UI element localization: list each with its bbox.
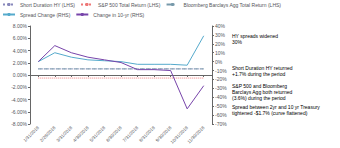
svg-text:0%: 0% bbox=[215, 59, 223, 65]
svg-text:Short Duration HY (LHS): Short Duration HY (LHS) bbox=[20, 2, 75, 8]
svg-text:7/31/2018: 7/31/2018 bbox=[122, 125, 140, 143]
svg-text:-40%: -40% bbox=[215, 94, 227, 100]
svg-text:-8.00%: -8.00% bbox=[11, 121, 27, 127]
svg-text:2/28/2018: 2/28/2018 bbox=[39, 125, 57, 143]
svg-text:20%: 20% bbox=[215, 41, 226, 47]
svg-text:2.00%: 2.00% bbox=[13, 60, 28, 66]
svg-text:30%: 30% bbox=[215, 32, 226, 38]
svg-text:-60%: -60% bbox=[215, 112, 227, 118]
svg-text:Barclays Agg both returned: Barclays Agg both returned bbox=[232, 88, 293, 95]
svg-text:HY spreads widened: HY spreads widened bbox=[232, 32, 279, 39]
svg-text:Short Duration HY returned: Short Duration HY returned bbox=[232, 65, 293, 72]
svg-text:0.00%: 0.00% bbox=[13, 72, 28, 78]
svg-text:6.00%: 6.00% bbox=[13, 35, 28, 41]
svg-text:10%: 10% bbox=[215, 50, 226, 56]
svg-text:5/31/2018: 5/31/2018 bbox=[89, 125, 107, 143]
svg-text:S&P 500 Total Return (LHS): S&P 500 Total Return (LHS) bbox=[98, 2, 161, 8]
svg-text:9/30/2018: 9/30/2018 bbox=[154, 125, 173, 143]
svg-text:11/30/2018: 11/30/2018 bbox=[186, 125, 206, 145]
svg-text:S&P 500 and Bloomberg: S&P 500 and Bloomberg bbox=[232, 82, 287, 89]
svg-text:Spread between 2yr and 10 yr T: Spread between 2yr and 10 yr Treasury bbox=[232, 104, 320, 111]
svg-text:Change in 10-yr (RHS): Change in 10-yr (RHS) bbox=[93, 12, 144, 18]
svg-text:-4.00%: -4.00% bbox=[11, 97, 27, 103]
svg-text:8.00%: 8.00% bbox=[13, 23, 28, 29]
svg-text:Bloomberg Barclays Agg Total R: Bloomberg Barclays Agg Total Return (LHS… bbox=[184, 2, 282, 8]
svg-text:-6.00%: -6.00% bbox=[11, 109, 27, 115]
svg-text:10/31/2018: 10/31/2018 bbox=[169, 125, 189, 145]
svg-text:1/31/2018: 1/31/2018 bbox=[22, 125, 40, 143]
svg-text:+1.7% during the period: +1.7% during the period bbox=[232, 71, 285, 77]
svg-text:-70%: -70% bbox=[215, 121, 227, 127]
svg-text:-2.00%: -2.00% bbox=[11, 84, 27, 90]
svg-text:40%: 40% bbox=[215, 23, 226, 29]
svg-text:-20%: -20% bbox=[215, 76, 227, 82]
svg-text:tightened -$1.7% (curve flatte: tightened -$1.7% (curve flattened) bbox=[232, 110, 308, 116]
svg-text:4/30/2018: 4/30/2018 bbox=[72, 125, 90, 143]
svg-text:8/31/2018: 8/31/2018 bbox=[138, 125, 156, 143]
svg-text:-50%: -50% bbox=[215, 103, 227, 109]
svg-text:4.00%: 4.00% bbox=[13, 48, 28, 54]
svg-text:Spread Change (RHS): Spread Change (RHS) bbox=[20, 12, 71, 18]
svg-text:-10%: -10% bbox=[215, 68, 227, 74]
svg-text:30%: 30% bbox=[232, 39, 243, 45]
svg-text:(3.6%) during the period: (3.6%) during the period bbox=[232, 95, 286, 101]
svg-text:-30%: -30% bbox=[215, 85, 227, 91]
svg-text:6/30/2018: 6/30/2018 bbox=[105, 125, 123, 143]
svg-text:3/31/2018: 3/31/2018 bbox=[55, 125, 73, 143]
